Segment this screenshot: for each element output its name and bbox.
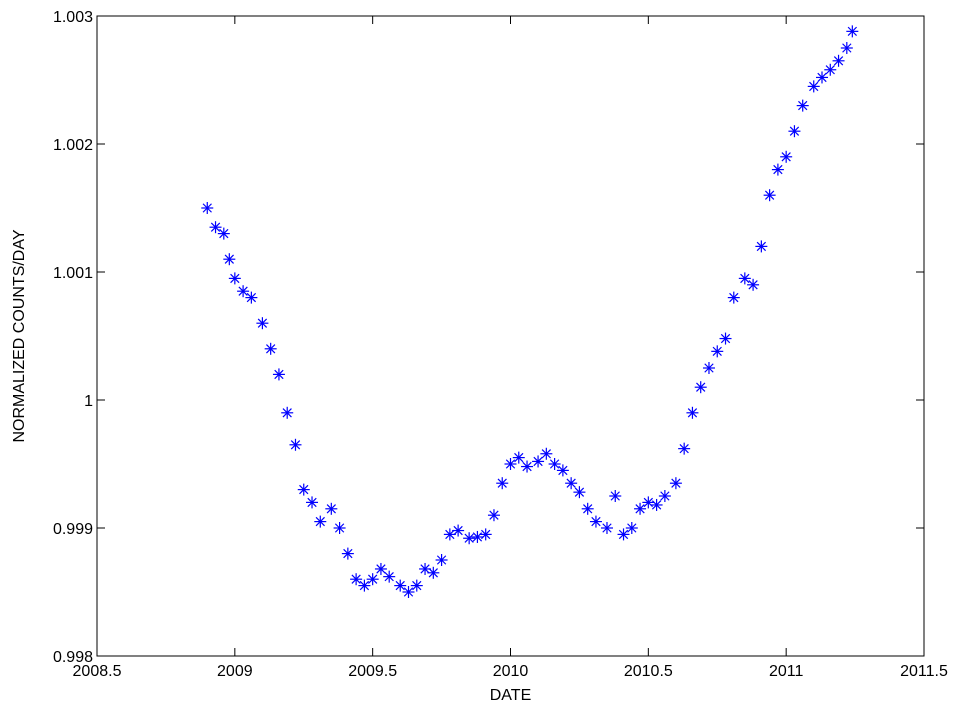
data-point [297, 483, 310, 496]
data-point [625, 522, 638, 534]
data-point [350, 573, 363, 586]
x-tick-label: 2011 [769, 663, 804, 680]
data-point [383, 570, 396, 583]
data-point [358, 579, 371, 592]
data-point [228, 272, 241, 285]
data-point [581, 502, 594, 515]
data-point [702, 362, 715, 374]
data-point [281, 406, 294, 419]
x-axis-label: DATE [490, 687, 531, 704]
data-point [727, 291, 740, 304]
data-point [374, 562, 387, 575]
data-point [678, 442, 691, 455]
data-point [711, 345, 724, 358]
x-tick-label: 2011.5 [900, 663, 948, 680]
data-point [394, 579, 407, 592]
y-tick-label: 1.001 [53, 265, 93, 282]
data-point [556, 464, 569, 477]
data-point [479, 528, 492, 541]
data-point [807, 80, 820, 93]
data-point [832, 54, 845, 67]
data-point [532, 455, 545, 468]
data-point [521, 460, 534, 473]
data-point [650, 498, 663, 511]
data-point [217, 227, 230, 240]
data-point [256, 317, 269, 330]
data-point [264, 342, 277, 355]
data-point [512, 451, 525, 464]
data-point [763, 189, 776, 202]
y-tick-label: 1.003 [53, 9, 93, 26]
data-point [540, 447, 553, 460]
data-point [565, 477, 578, 490]
data-point [824, 63, 837, 76]
data-point [325, 502, 338, 515]
y-axis: 0.998 0.999 1 1.001 1.002 1.003 [53, 9, 924, 666]
data-point [694, 381, 707, 394]
plot-area [96, 15, 925, 657]
data-point [573, 486, 586, 499]
data-point [209, 221, 222, 234]
data-point [471, 530, 484, 543]
data-point [289, 438, 302, 451]
data-point [504, 458, 517, 470]
data-point [245, 291, 258, 304]
x-tick-label: 2008.5 [73, 663, 122, 680]
data-point [788, 125, 801, 138]
data-point [840, 42, 853, 54]
data-point [669, 477, 682, 490]
data-point [600, 522, 613, 534]
data-point [589, 515, 602, 528]
data-point [796, 99, 809, 112]
data-point [658, 490, 671, 502]
data-point [314, 515, 327, 528]
y-tick-label: 1.002 [53, 137, 93, 154]
data-point [435, 554, 448, 566]
data-point [738, 272, 751, 285]
data-point [487, 509, 500, 522]
y-tick-label: 0.998 [53, 649, 93, 666]
data-point [463, 532, 476, 545]
data-point [755, 240, 768, 253]
x-axis: 2008.5 2009 2009.5 2010 2010.5 2011 2011.5 [73, 16, 948, 680]
data-point [816, 71, 829, 84]
data-point [223, 253, 236, 266]
data-point [201, 202, 214, 214]
data-point [366, 573, 379, 586]
data-point [846, 25, 859, 38]
data-point [617, 528, 630, 541]
data-point [496, 477, 509, 490]
x-tick-label: 2010 [493, 663, 529, 680]
data-point [452, 524, 465, 537]
data-point [780, 150, 793, 163]
data-point [719, 332, 732, 345]
data-point [410, 579, 423, 592]
data-point [272, 368, 285, 381]
x-tick-label: 2009 [217, 663, 253, 680]
x-tick-label: 2010.5 [624, 663, 673, 680]
data-point [686, 406, 699, 419]
y-tick-label: 1 [84, 393, 93, 410]
data-point [306, 496, 319, 509]
data-point [771, 163, 784, 176]
data-point [341, 547, 354, 560]
data-point [427, 566, 440, 579]
data-point [634, 502, 647, 515]
data-point [237, 285, 250, 298]
data-series [201, 25, 859, 598]
data-point [609, 490, 622, 502]
y-tick-label: 0.999 [53, 521, 93, 538]
data-point [402, 586, 415, 598]
data-point [642, 496, 655, 509]
x-tick-label: 2009.5 [348, 663, 397, 680]
data-point [548, 458, 561, 470]
data-point [747, 278, 760, 291]
y-axis-label: NORMALIZED COUNTS/DAY [11, 229, 28, 442]
data-point [333, 522, 346, 534]
